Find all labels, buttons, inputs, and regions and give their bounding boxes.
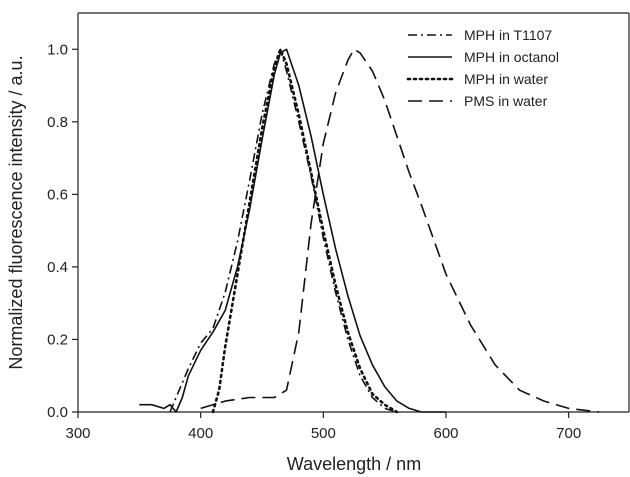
y-axis-title: Normalized fluorescence intensity / a.u. — [6, 55, 26, 369]
legend-label-1: MPH in T1107 — [464, 27, 552, 43]
x-tick-label: 300 — [65, 425, 90, 442]
y-tick-label: 0.0 — [47, 404, 68, 421]
legend: MPH in T1107 MPH in octanol MPH in water PM… — [406, 27, 559, 109]
y-tick-label: 0.4 — [47, 259, 68, 276]
x-tick-label: 600 — [433, 425, 458, 442]
series-line-3 — [211, 47, 399, 414]
series-layer — [139, 47, 600, 414]
y-tick-label: 0.2 — [47, 331, 68, 348]
y-tick-label: 0.6 — [47, 186, 68, 203]
legend-label-4: PMS in water — [464, 93, 548, 109]
plot-area: 300 400 500 600 700 0.0 0.2 0.4 0.6 0.8 1.0 — [47, 12, 630, 442]
series-line-2 — [139, 48, 446, 413]
series-line-1 — [169, 48, 398, 413]
legend-label-2: MPH in octanol — [464, 49, 559, 65]
x-tick-label: 400 — [188, 425, 213, 442]
y-tick-label: 0.8 — [47, 114, 68, 131]
legend-label-3: MPH in water — [464, 71, 548, 87]
x-tick-label: 500 — [311, 425, 336, 442]
x-tick-label: 700 — [556, 425, 581, 442]
y-ticks: 0.0 0.2 0.4 0.6 0.8 1.0 — [47, 41, 78, 421]
y-tick-label: 1.0 — [47, 41, 68, 58]
x-ticks: 300 400 500 600 700 — [65, 412, 581, 442]
x-axis-title: Wavelength / nm — [287, 454, 421, 474]
series-line-4 — [200, 48, 600, 413]
